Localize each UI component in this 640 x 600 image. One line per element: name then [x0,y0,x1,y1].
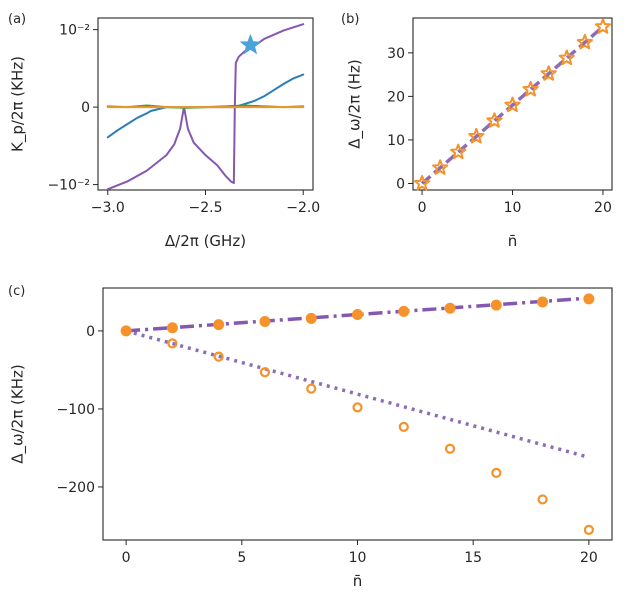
x-axis-label: n̄ [508,232,518,250]
y-tick-label: −100 [57,402,95,418]
y-tick-label: 10 [387,133,405,149]
dashed-line-series-line [420,25,605,185]
filled-circle-marker [120,325,132,337]
open-circle-marker [491,467,502,479]
x-tick-label: 15 [464,550,482,566]
star-marker [558,49,575,66]
panel-label: (b) [341,12,359,27]
open-circle-marker [213,351,224,362]
filled-circle-marker [583,293,595,305]
x-tick-label: 0 [122,550,131,566]
filled-circle-marker [444,302,456,314]
x-tick-label: 0 [418,200,427,216]
open-circle-marker [259,367,271,378]
y-tick-label: 0 [396,176,405,192]
filled-circle-marker [259,316,271,328]
open-circle-marker [444,443,456,454]
x-axis-label: n̄ [353,572,363,590]
data-layer [420,25,605,185]
filled-circle-marker [166,322,178,334]
dash-dot-line-series-line [126,296,589,333]
y-axis-label: Δ_ω/2π (KHz) [9,364,28,463]
y-tick-label: 30 [387,46,405,62]
panel-label: (a) [8,12,26,27]
star-marker [468,127,485,144]
filled-circle-marker [490,299,502,311]
x-tick-label: 10 [504,200,522,216]
panel-b: (b) 0 10 20 0 10 20 30 n̄ Δ_ω/2π (Hz) [341,12,613,250]
open-circle-marker [398,421,409,432]
x-tick-label: 10 [349,550,367,566]
plot-frame [102,287,613,541]
x-axis-label: Δ/2π (GHz) [165,232,246,250]
x-tick-label: −2.0 [286,200,320,216]
filled-circle-marker [213,319,225,331]
filled-circle-marker [305,312,317,324]
star-marker [239,33,262,55]
star-marker [504,96,521,113]
y-tick-label: 0 [86,324,95,340]
dotted-line-series-line [125,329,590,459]
open-circle-marker [352,402,363,413]
star-marker [432,159,449,175]
filled-circle-marker [537,296,549,308]
data-layer [106,23,305,190]
open-circle-marker [306,383,317,394]
open-circle-marker [537,494,548,505]
x-tick-label: −2.5 [189,200,223,216]
x-tick-label: −3.0 [91,200,125,216]
star-marker [413,174,431,191]
panel-c: (c) 0 5 10 15 20 0 −100 −200 n̄ Δ_ω/2π (KHz) [8,284,613,590]
star-marker [450,143,467,160]
x-tick-label: 20 [580,550,598,566]
y-tick-label: 20 [387,89,405,105]
star-marker [486,112,503,128]
y-axis-label: Δ_ω/2π (Hz) [346,59,365,149]
panel-a: (a) −3.0 −2.5 −2.0 −10⁻² 0 10⁻² Δ/2π (GHz) K_p/2… [8,12,320,250]
data-layer [125,296,590,459]
panel-label: (c) [8,284,25,299]
open-circle-marker [583,524,594,535]
x-tick-label: 20 [594,200,612,216]
x-tick-label: 5 [237,550,246,566]
open-circle-marker [167,338,178,349]
filled-circle-marker [398,305,410,317]
plot-frame [97,17,314,191]
filled-circle-marker [352,309,363,321]
y-tick-label: −200 [57,480,95,496]
star-marker [540,65,557,81]
y-tick-label: 10⁻² [59,23,90,39]
star-marker [594,18,612,34]
y-tick-label: −10⁻² [47,178,90,194]
y-axis-label: K_p/2π (KHz) [9,56,28,152]
star-marker [522,80,539,97]
y-tick-label: 0 [81,100,90,116]
star-marker [576,33,593,50]
